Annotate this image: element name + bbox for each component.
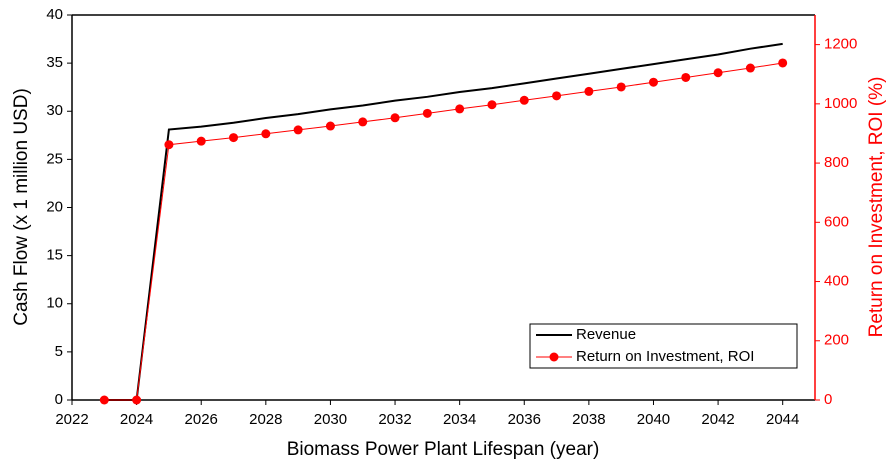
x-tick-label: 2036 (508, 411, 541, 428)
point (196, 136, 206, 146)
point (648, 77, 658, 87)
y2-tick-label: 600 (824, 213, 849, 230)
x-tick-label: 2030 (314, 411, 347, 428)
y2-tick-label: 400 (824, 273, 849, 290)
legend-label: Revenue (576, 326, 636, 343)
point (713, 68, 723, 78)
y2-tick-label: 1000 (824, 95, 857, 112)
y2-axis-label: Return on Investment, ROI (%) (866, 77, 887, 338)
y-tick-label: 5 (55, 343, 63, 360)
x-axis-label: Biomass Power Plant Lifespan (year) (287, 439, 600, 460)
point (745, 63, 755, 73)
x-tick-label: 2028 (249, 411, 282, 428)
y-tick-label: 25 (46, 150, 63, 167)
y-tick-label: 40 (46, 6, 63, 23)
legend-marker (549, 352, 559, 362)
y2-tick-label: 200 (824, 332, 849, 349)
x-tick-label: 2032 (378, 411, 411, 428)
y-axis-label: Cash Flow (x 1 million USD) (11, 88, 32, 326)
x-tick-label: 2024 (120, 411, 153, 428)
point (681, 72, 691, 82)
y-tick-label: 20 (46, 198, 63, 215)
point (584, 86, 594, 96)
point (616, 82, 626, 92)
y2-tick-label: 0 (824, 391, 832, 408)
x-tick-label: 2042 (701, 411, 734, 428)
point (455, 104, 465, 114)
point (99, 395, 109, 405)
point (778, 58, 788, 68)
point (358, 117, 368, 127)
y-tick-label: 35 (46, 54, 63, 71)
x-tick-label: 2022 (55, 411, 88, 428)
point (293, 125, 303, 135)
x-tick-label: 2034 (443, 411, 476, 428)
x-tick-label: 2026 (185, 411, 218, 428)
x-tick-label: 2038 (572, 411, 605, 428)
point (519, 95, 529, 105)
point (164, 140, 174, 150)
point (132, 395, 142, 405)
series-line (104, 42, 783, 401)
point (552, 91, 562, 101)
legend-label: Return on Investment, ROI (576, 348, 754, 365)
y-tick-label: 0 (55, 391, 63, 408)
x-tick-label: 2044 (766, 411, 799, 428)
point (325, 121, 335, 131)
y-tick-label: 10 (46, 295, 63, 312)
point (487, 100, 497, 110)
legend-box (529, 323, 798, 369)
y2-tick-label: 1200 (824, 36, 857, 53)
y-tick-label: 30 (46, 102, 63, 119)
y2-tick-label: 800 (824, 154, 849, 171)
y-tick-label: 15 (46, 247, 63, 264)
point (390, 113, 400, 123)
point (229, 133, 239, 143)
point (422, 108, 432, 118)
x-tick-label: 2040 (637, 411, 670, 428)
point (261, 129, 271, 139)
series-line (104, 62, 783, 401)
